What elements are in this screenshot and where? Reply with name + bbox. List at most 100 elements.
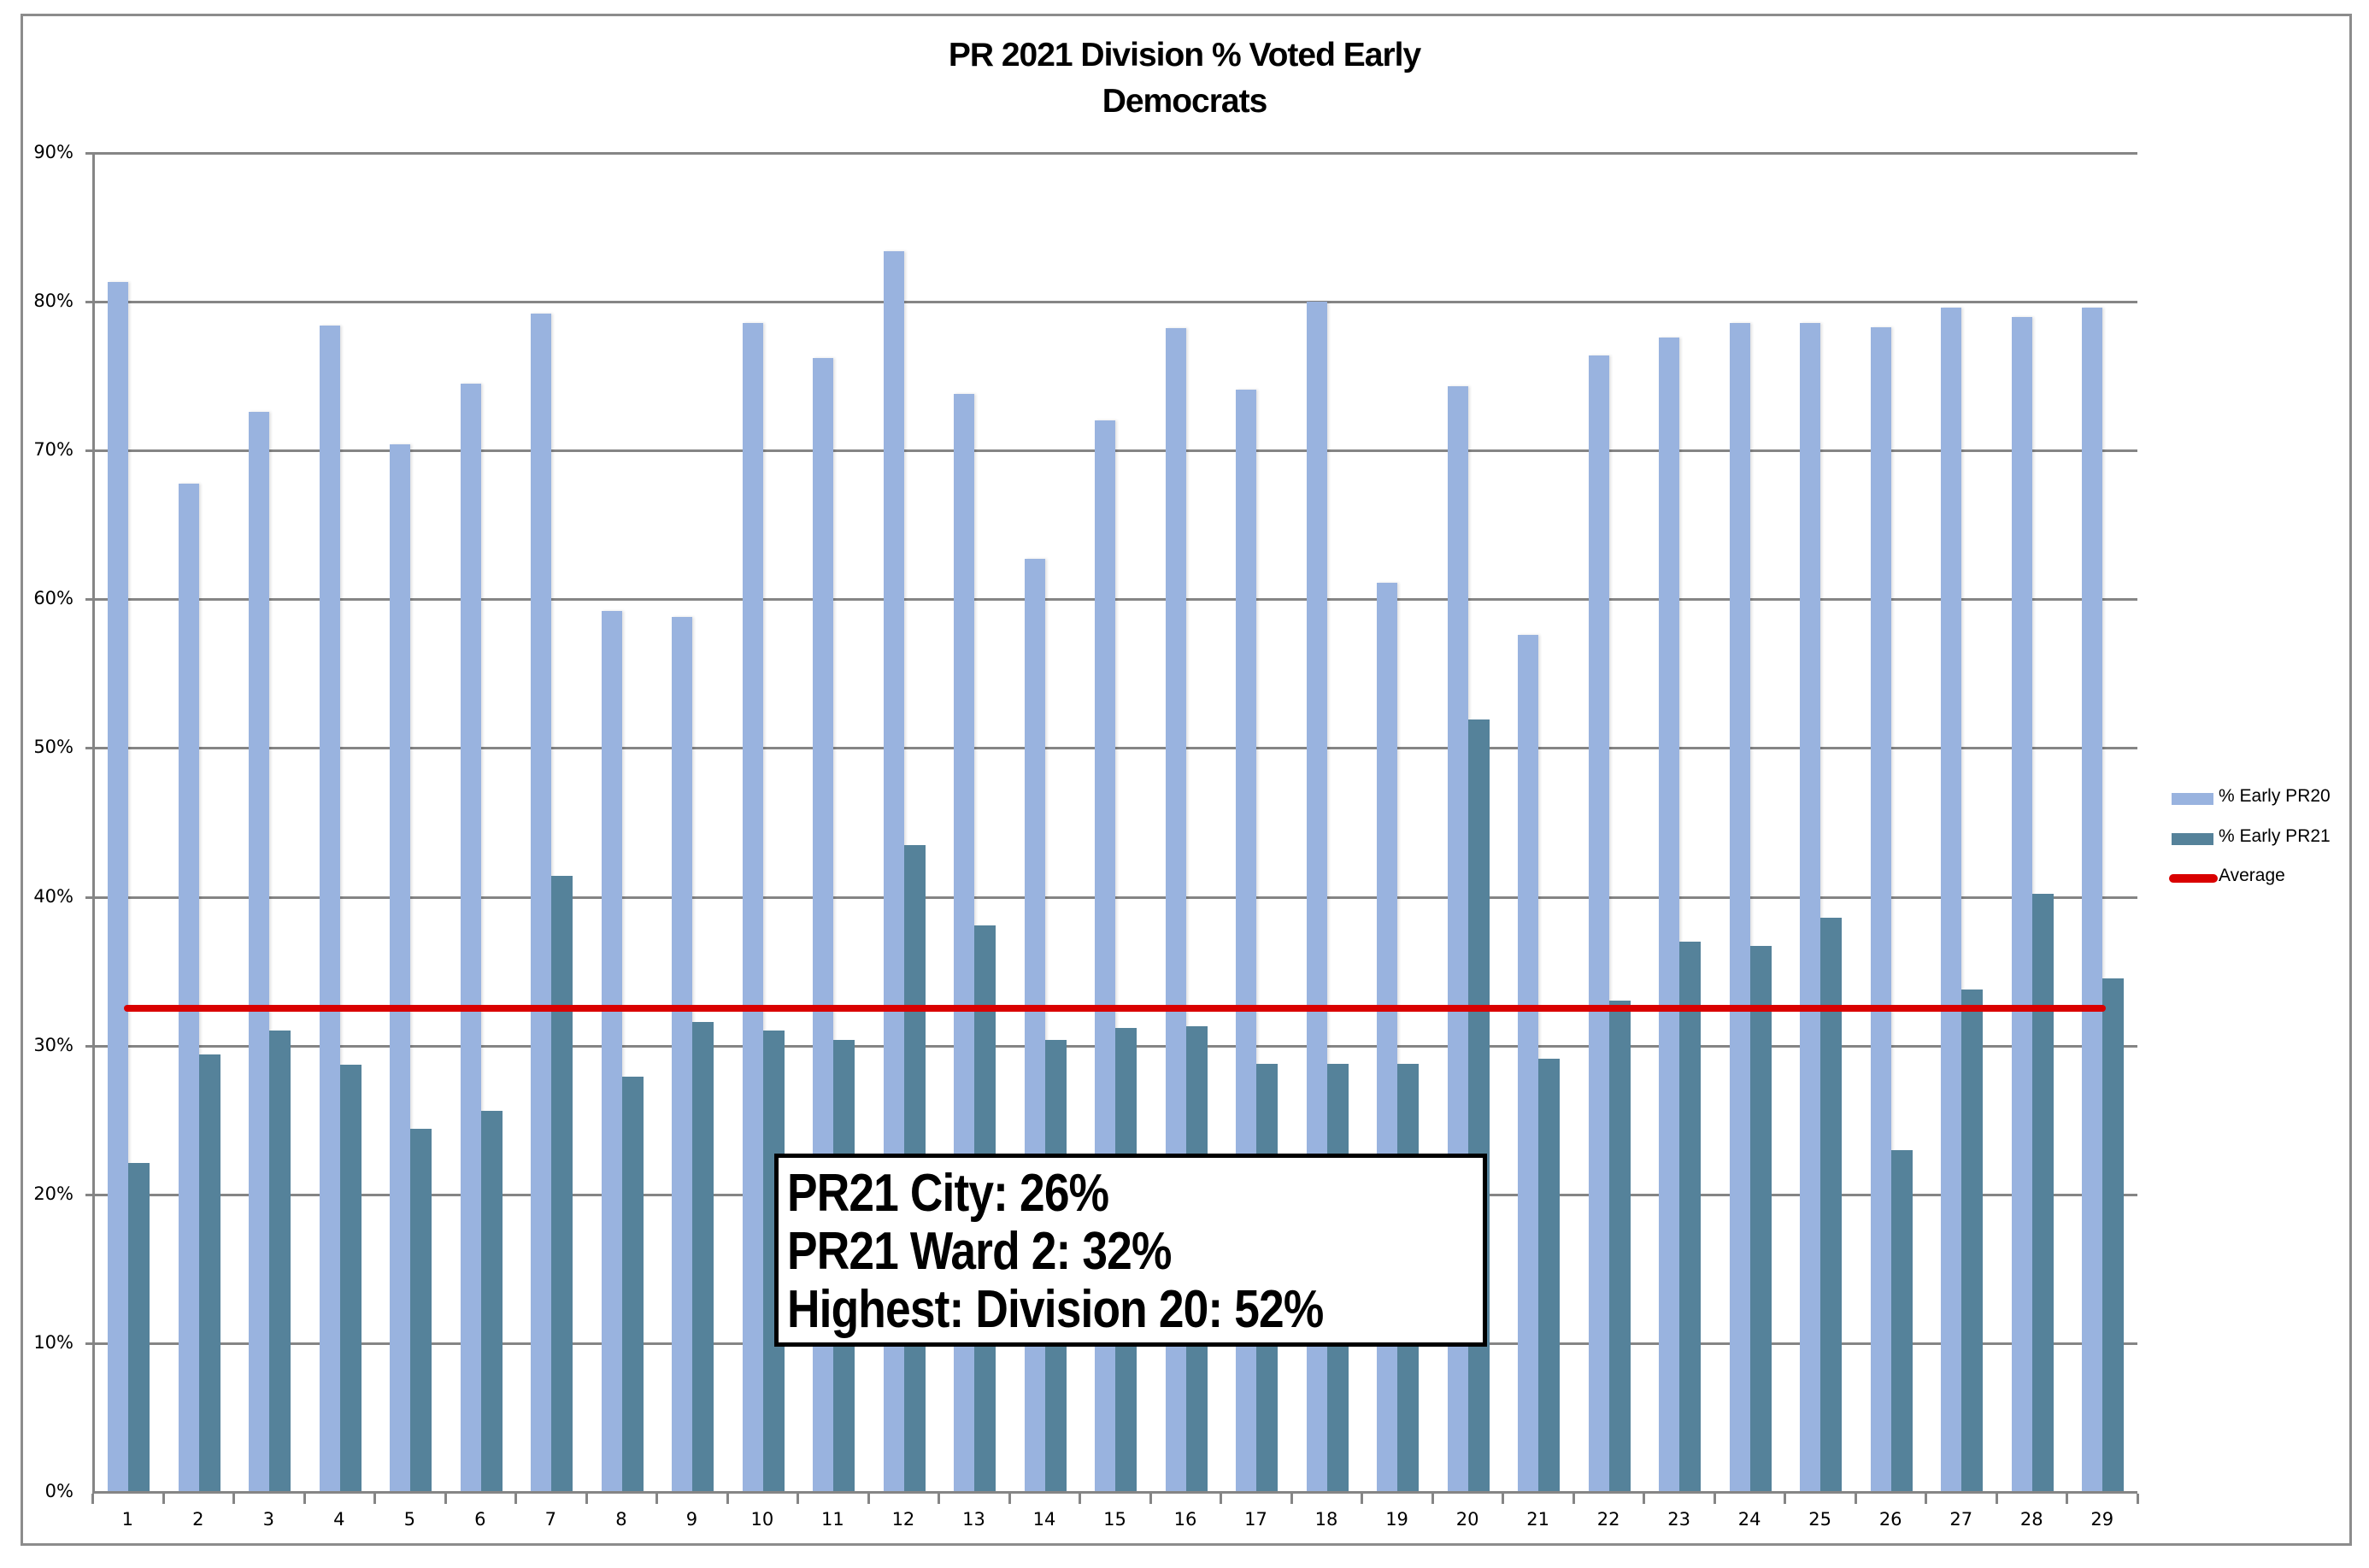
bar-pr21 xyxy=(1538,1059,1561,1492)
bar-pr20 xyxy=(390,444,411,1492)
x-tick xyxy=(303,1494,306,1504)
x-tick-label: 29 xyxy=(2090,1509,2114,1530)
y-tick-label: 0% xyxy=(44,1481,73,1501)
x-tick-label: 6 xyxy=(474,1509,486,1530)
x-tick-label: 8 xyxy=(615,1509,627,1530)
x-tick-label: 16 xyxy=(1173,1509,1197,1530)
gridline xyxy=(85,301,2137,304)
bar-pr21 xyxy=(1467,719,1490,1492)
bar-pr21 xyxy=(269,1031,291,1492)
annotation-highest: Highest: Division 20: 52% xyxy=(787,1280,1324,1339)
gridline xyxy=(85,152,2137,155)
bar-pr20 xyxy=(1800,322,1821,1492)
chart-title-line2: Democrats xyxy=(1102,83,1268,120)
bar-pr20 xyxy=(531,314,552,1492)
x-tick xyxy=(1008,1494,1011,1504)
x-tick xyxy=(1079,1494,1082,1504)
bar-pr20 xyxy=(249,411,270,1492)
bar-pr21 xyxy=(2031,894,2054,1492)
x-tick xyxy=(1643,1494,1646,1504)
x-tick xyxy=(91,1494,94,1504)
x-tick xyxy=(1995,1494,1998,1504)
bar-pr21 xyxy=(128,1163,150,1492)
x-tick-label: 7 xyxy=(544,1509,557,1530)
x-tick-label: 3 xyxy=(262,1509,274,1530)
bar-pr21 xyxy=(692,1021,714,1492)
annotation-city: PR21 City: 26% xyxy=(787,1164,1109,1223)
x-tick xyxy=(1854,1494,1857,1504)
y-tick-label: 40% xyxy=(33,885,73,907)
y-tick-label: 70% xyxy=(33,439,73,461)
bar-pr21 xyxy=(551,876,573,1492)
x-tick-label: 27 xyxy=(1949,1509,1973,1530)
annotation-box: PR21 City: 26% PR21 Ward 2: 32% Highest:… xyxy=(774,1154,1487,1347)
bar-pr20 xyxy=(108,282,128,1492)
bar-pr21 xyxy=(1820,917,1843,1492)
x-tick xyxy=(867,1494,870,1504)
bar-pr21 xyxy=(621,1077,644,1492)
y-tick-label: 10% xyxy=(33,1331,73,1353)
y-axis-line xyxy=(92,153,95,1492)
x-tick xyxy=(1149,1494,1152,1504)
bar-pr20 xyxy=(1518,635,1539,1492)
bar-pr20 xyxy=(2011,316,2032,1492)
x-tick-label: 10 xyxy=(750,1509,774,1530)
bar-pr21 xyxy=(410,1129,432,1492)
x-tick xyxy=(1925,1494,1928,1504)
x-tick xyxy=(1361,1494,1364,1504)
x-tick xyxy=(1431,1494,1434,1504)
bar-pr21 xyxy=(339,1065,362,1492)
x-tick-label: 17 xyxy=(1244,1509,1267,1530)
y-tick-label: 80% xyxy=(33,291,73,312)
bar-pr20 xyxy=(601,611,622,1492)
y-tick-label: 90% xyxy=(33,142,73,162)
bar-pr20 xyxy=(319,325,340,1492)
x-tick xyxy=(2066,1494,2069,1504)
bar-pr21 xyxy=(1961,989,1984,1492)
x-tick xyxy=(1502,1494,1505,1504)
chart-title-line1: PR 2021 Division % Voted Early xyxy=(948,37,1421,73)
x-tick-label: 20 xyxy=(1455,1509,1479,1530)
bar-pr21 xyxy=(480,1111,503,1492)
x-tick-label: 28 xyxy=(2019,1509,2043,1530)
y-tick-label: 20% xyxy=(33,1183,73,1204)
x-tick-label: 13 xyxy=(962,1509,985,1530)
bar-pr20 xyxy=(2082,308,2103,1492)
x-tick-label: 14 xyxy=(1032,1509,1056,1530)
bar-pr20 xyxy=(1659,337,1680,1492)
x-tick xyxy=(726,1494,729,1504)
y-tick-label: 60% xyxy=(33,588,73,609)
legend-swatch-pr21 xyxy=(2172,833,2213,845)
x-tick-label: 22 xyxy=(1596,1509,1620,1530)
x-tick-label: 19 xyxy=(1385,1509,1408,1530)
bar-pr20 xyxy=(1870,326,1891,1492)
x-tick xyxy=(585,1494,588,1504)
x-tick xyxy=(797,1494,800,1504)
x-tick xyxy=(1572,1494,1575,1504)
legend-label-average: Average xyxy=(2219,866,2285,885)
x-tick xyxy=(938,1494,941,1504)
x-tick-label: 1 xyxy=(121,1509,133,1530)
x-tick-label: 23 xyxy=(1667,1509,1690,1530)
bar-pr21 xyxy=(1890,1149,1913,1492)
x-tick xyxy=(162,1494,165,1504)
x-tick-label: 25 xyxy=(1808,1509,1832,1530)
bar-pr21 xyxy=(1679,941,1702,1492)
average-line xyxy=(124,1005,2106,1013)
bar-pr21 xyxy=(2102,978,2125,1492)
bar-pr21 xyxy=(1608,1001,1631,1492)
x-tick-label: 21 xyxy=(1526,1509,1549,1530)
x-tick-label: 26 xyxy=(1878,1509,1902,1530)
chart-title: PR 2021 Division % Voted Early Democrats xyxy=(0,32,2369,125)
x-tick xyxy=(655,1494,659,1504)
legend-swatch-average xyxy=(2169,874,2218,883)
bar-pr20 xyxy=(1024,559,1045,1492)
x-tick xyxy=(1784,1494,1787,1504)
x-axis-line xyxy=(92,1491,2137,1494)
x-tick xyxy=(514,1494,518,1504)
bar-pr20 xyxy=(178,483,199,1492)
x-tick xyxy=(232,1494,236,1504)
x-tick xyxy=(1713,1494,1716,1504)
bar-pr20 xyxy=(1588,355,1609,1492)
bar-pr20 xyxy=(1729,322,1750,1492)
